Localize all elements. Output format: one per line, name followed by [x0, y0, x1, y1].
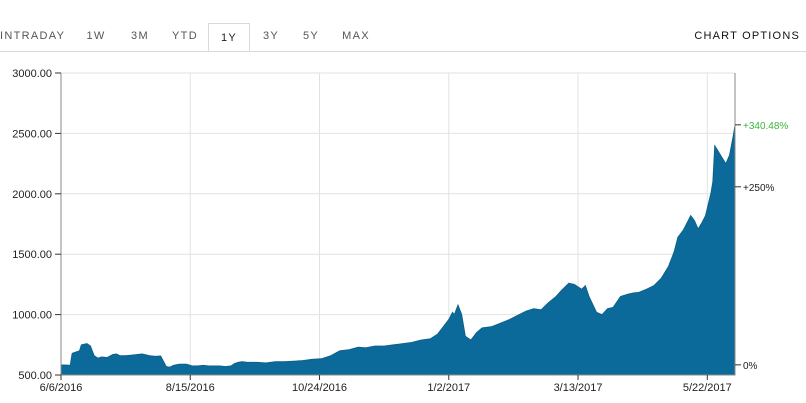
y-tick-label: 1500.00	[12, 249, 52, 261]
chart-options-button[interactable]: CHART OPTIONS	[694, 30, 800, 42]
x-axis-ticks: 6/6/2016 8/15/2016 10/24/2016 1/2/2017 3/13/…	[40, 375, 732, 394]
right-axis-percent-ticks: +340.48% +250% 0%	[735, 121, 788, 372]
right-tick-label: +250%	[743, 183, 775, 194]
tab-3y[interactable]: 3Y	[262, 30, 280, 42]
y-tick-label: 2500.00	[12, 128, 52, 140]
tab-5y[interactable]: 5Y	[302, 30, 320, 42]
price-area-series	[60, 124, 736, 376]
x-tick-label: 3/13/2017	[554, 382, 603, 394]
y-tick-label: 3000.00	[12, 68, 52, 80]
x-tick-label: 8/15/2016	[166, 382, 215, 394]
x-tick-label: 5/22/2017	[683, 382, 732, 394]
y-axis-ticks: 3000.00 2500.00 2000.00 1500.00 1000.00 500.0…	[12, 68, 61, 382]
range-tab-bar: INTRADAY 1W 3M YTD 1Y 3Y 5Y MAX CHART OP…	[0, 0, 806, 52]
tab-max[interactable]: MAX	[342, 30, 370, 42]
x-tick-label: 6/6/2016	[40, 382, 83, 394]
x-tick-label: 1/2/2017	[427, 382, 470, 394]
chart-axes	[60, 73, 736, 376]
tab-bar-divider	[0, 51, 806, 52]
tab-3m[interactable]: 3M	[131, 30, 149, 42]
x-tick-label: 10/24/2016	[292, 382, 347, 394]
current-change-percent-label: +340.48%	[743, 121, 788, 132]
tab-1y[interactable]: 1Y	[208, 23, 250, 52]
y-tick-label: 2000.00	[12, 189, 52, 201]
tab-1w[interactable]: 1W	[86, 30, 106, 42]
tab-ytd[interactable]: YTD	[172, 30, 198, 42]
y-tick-label: 1000.00	[12, 310, 52, 322]
right-tick-label: 0%	[743, 361, 758, 372]
y-tick-label: 500.00	[18, 370, 52, 382]
tab-intraday[interactable]: INTRADAY	[0, 30, 66, 42]
